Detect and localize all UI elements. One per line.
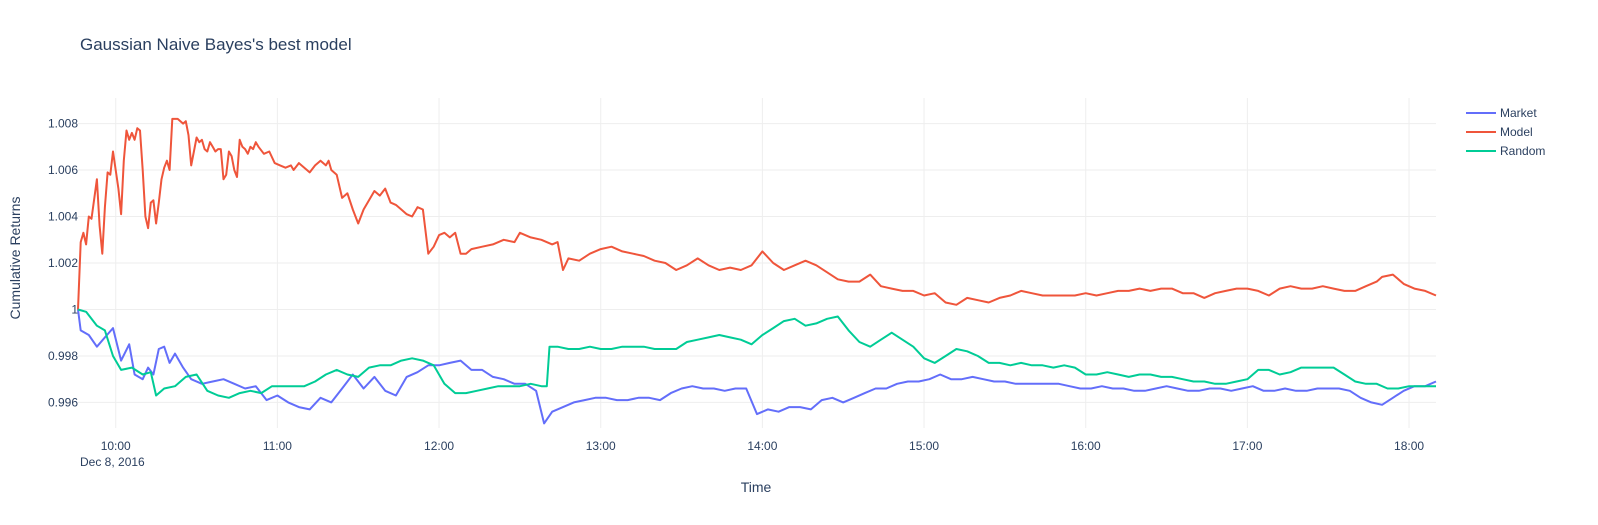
y-tick-label: 1.008 — [48, 117, 78, 131]
x-tick-label: 13:00 — [586, 439, 616, 453]
y-tick-label: 1 — [71, 302, 78, 316]
legend-label: Model — [1500, 125, 1533, 139]
series-line-market[interactable] — [77, 309, 1437, 425]
y-axis-title: Cumulative Returns — [7, 197, 23, 320]
x-axis-ticks: 10:00 11:00 12:00 13:00 14:00 15:00 16:00 17:00… — [101, 439, 1425, 453]
legend-item-random[interactable]: Random — [1466, 144, 1545, 158]
x-tick-label: 14:00 — [747, 439, 777, 453]
legend-item-market[interactable]: Market — [1466, 106, 1537, 120]
y-tick-label: 1.002 — [48, 256, 78, 270]
x-axis-date-label: Dec 8, 2016 — [80, 455, 145, 469]
x-tick-label: 16:00 — [1071, 439, 1101, 453]
x-tick-label: 12:00 — [424, 439, 454, 453]
y-tick-label: 1.006 — [48, 163, 78, 177]
series-line-random[interactable] — [77, 308, 1436, 399]
y-tick-label: 1.004 — [48, 210, 78, 224]
chart-title: Gaussian Naive Bayes's best model — [80, 35, 352, 54]
legend-item-model[interactable]: Model — [1466, 125, 1533, 139]
y-tick-label: 0.998 — [48, 349, 78, 363]
y-tick-label: 0.996 — [48, 395, 78, 409]
x-tick-label: 18:00 — [1394, 439, 1424, 453]
y-gridlines — [78, 123, 1436, 403]
x-tick-label: 11:00 — [263, 439, 292, 453]
legend-label: Random — [1500, 144, 1545, 158]
x-tick-label: 17:00 — [1232, 439, 1262, 453]
series-lines — [77, 117, 1437, 425]
legend[interactable]: Market Model Random — [1466, 106, 1545, 158]
x-tick-label: 10:00 — [101, 439, 131, 453]
x-axis-title: Time — [741, 479, 772, 495]
legend-label: Market — [1500, 106, 1537, 120]
series-line-model[interactable] — [77, 117, 1437, 310]
y-axis-ticks: 0.996 0.998 1 1.002 1.004 1.006 1.008 — [48, 117, 78, 410]
x-tick-label: 15:00 — [909, 439, 939, 453]
